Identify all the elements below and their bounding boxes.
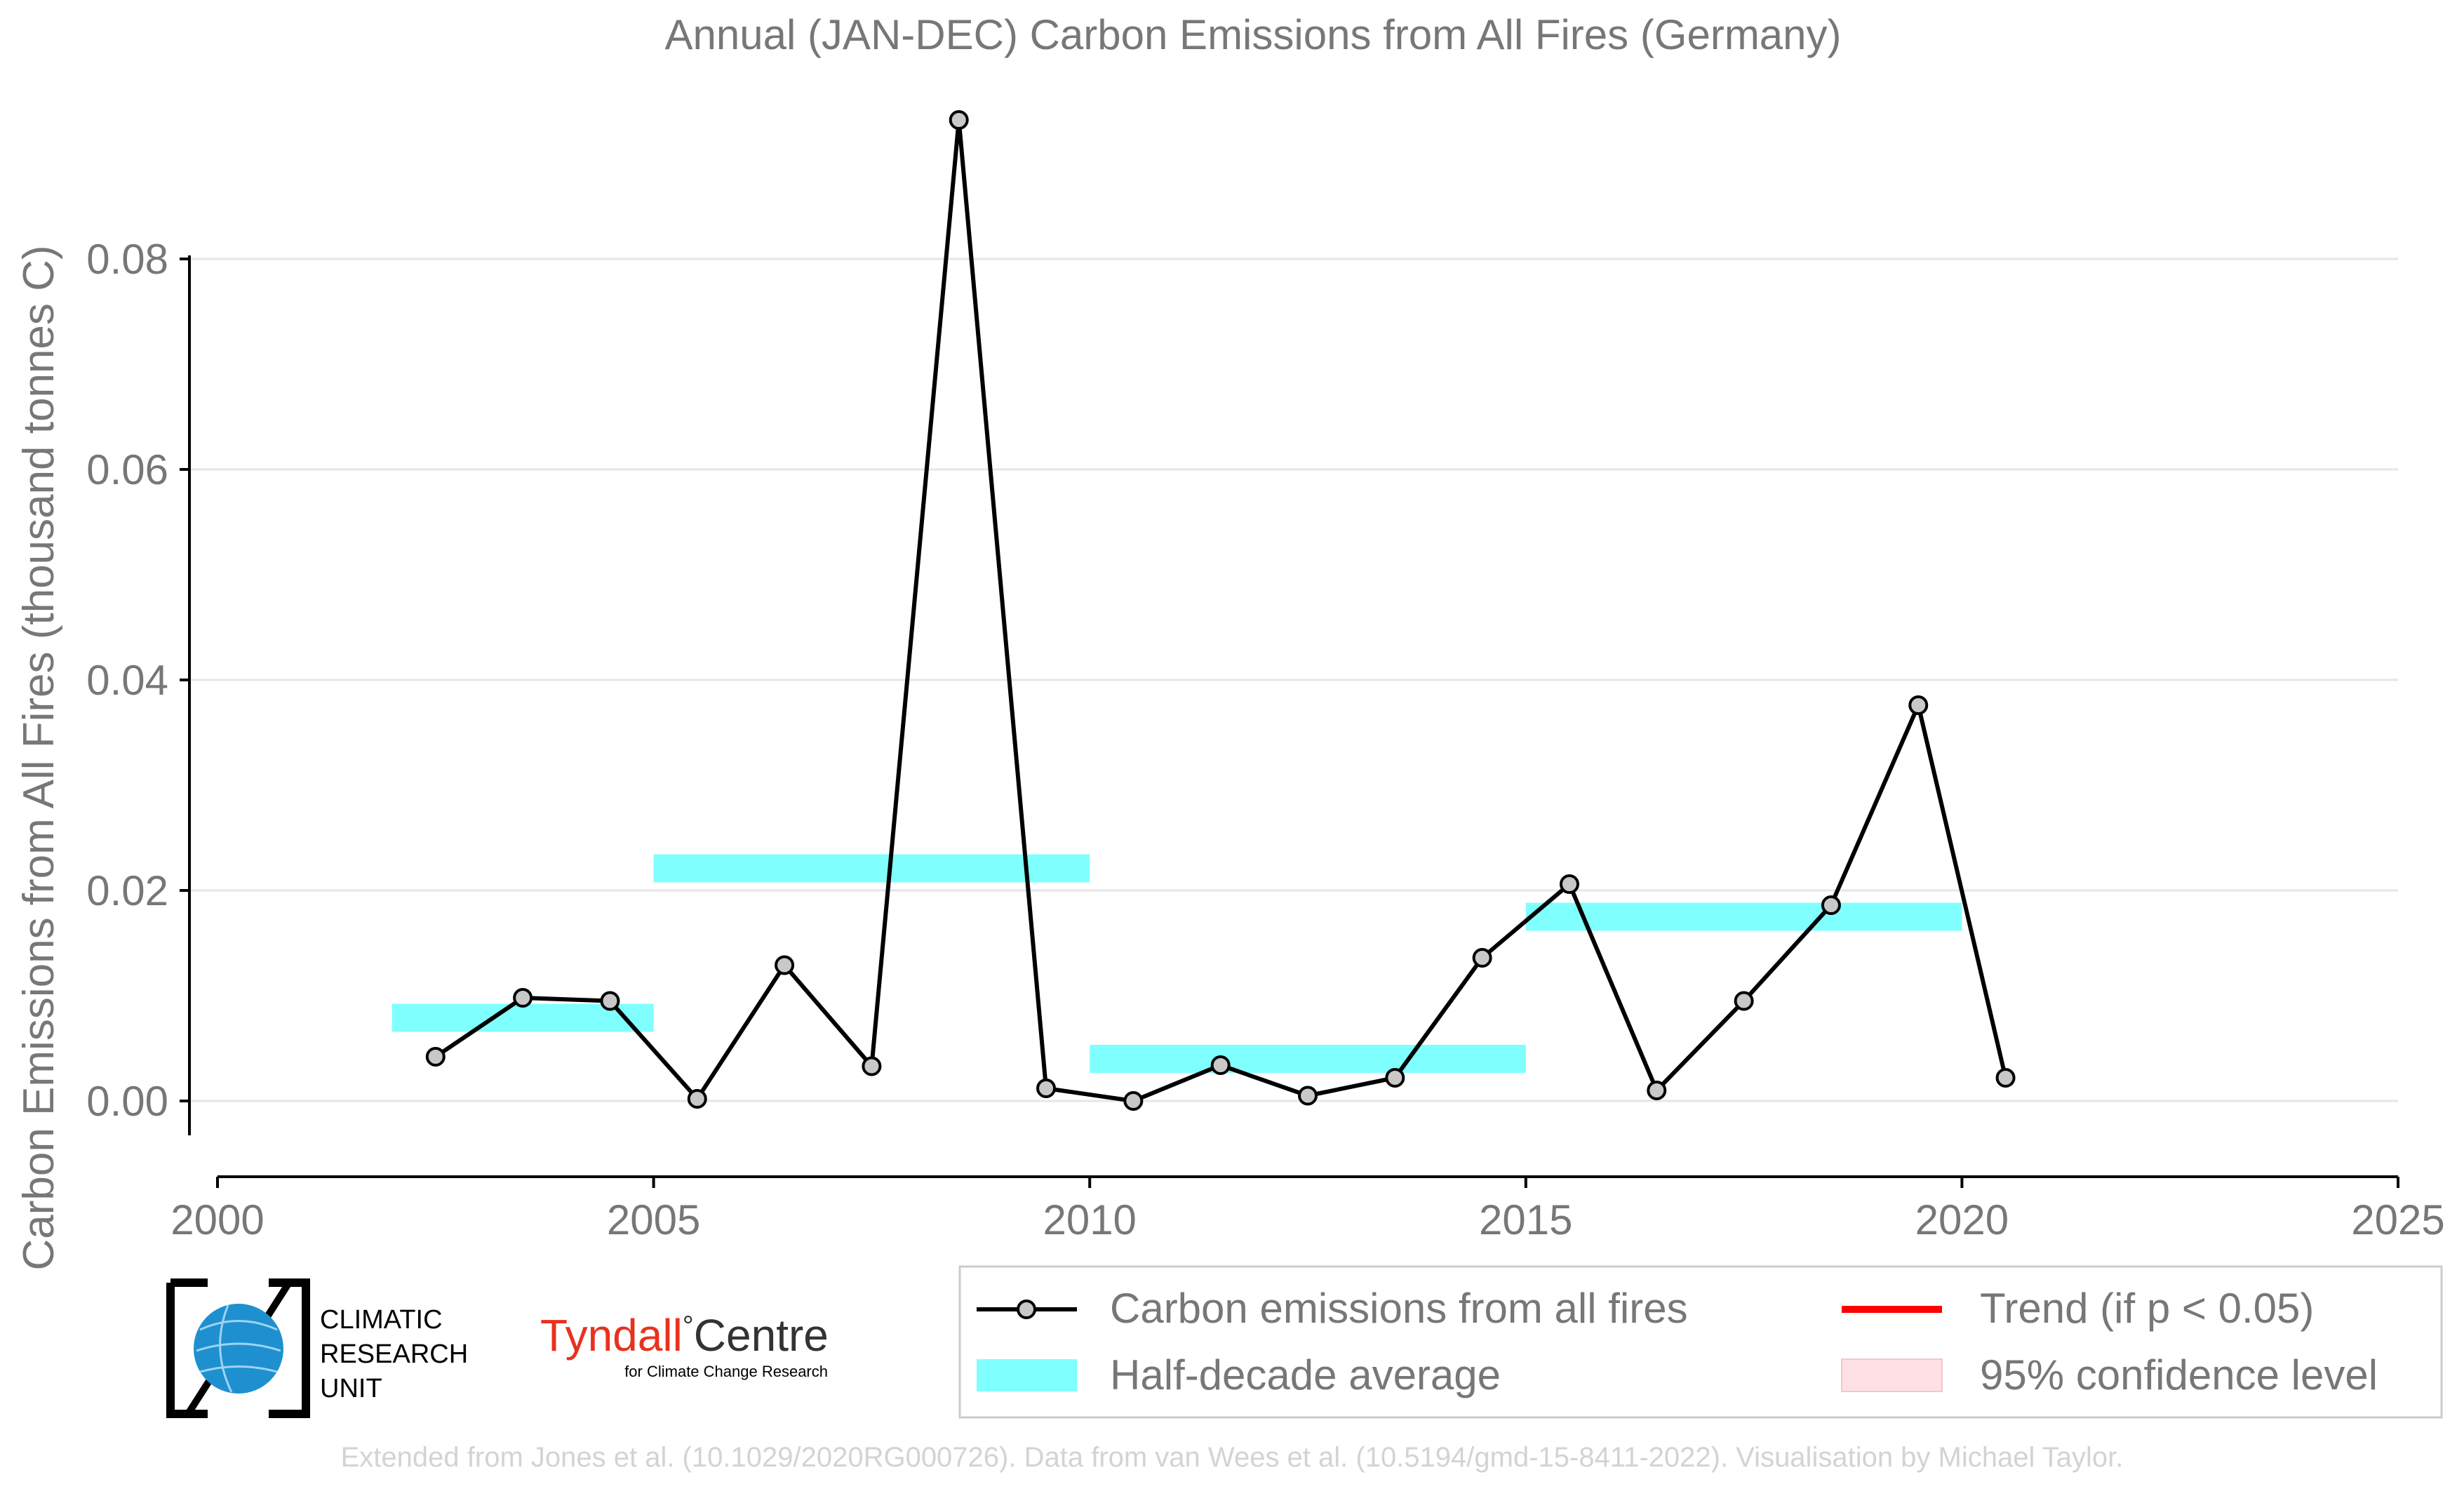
chart-title: Annual (JAN-DEC) Carbon Emissions from A… xyxy=(664,11,1841,58)
x-tick-label-0: 2000 xyxy=(170,1196,264,1243)
cru-line-1: CLIMATIC xyxy=(320,1305,443,1335)
x-tick-label-1: 2005 xyxy=(607,1196,700,1243)
emissions-point-2006.5 xyxy=(775,955,795,975)
y-axis-label: Carbon Emissions from All Fires (thousan… xyxy=(15,245,63,1270)
emissions-point-2009.5 xyxy=(1036,1078,1057,1098)
emissions-point-2017.5 xyxy=(1734,991,1754,1011)
x-tick-label-5: 2025 xyxy=(2351,1196,2444,1243)
tyndall-subtitle: for Climate Change Research xyxy=(624,1363,828,1380)
emissions-point-2018.5 xyxy=(1821,895,1841,915)
tyndall-degree: ° xyxy=(683,1311,694,1342)
emissions-point-2019.5 xyxy=(1908,695,1929,715)
emissions-point-2008.5 xyxy=(949,110,969,130)
y-tick-label-1: 0.02 xyxy=(86,867,168,914)
emissions-point-2020.5 xyxy=(1995,1068,2016,1088)
tyndall-logo: Tyndall°Centre for Climate Change Resear… xyxy=(540,1310,829,1380)
y-tick-label-0: 0.00 xyxy=(86,1078,168,1125)
emissions-point-2015.5 xyxy=(1559,874,1579,894)
half-decade-bar-1 xyxy=(653,854,1090,883)
legend-label-halfdecade: Half-decade average xyxy=(1110,1351,1501,1398)
emissions-point-2013.5 xyxy=(1385,1068,1405,1088)
emissions-point-2010.5 xyxy=(1123,1091,1144,1111)
emissions-point-2003.5 xyxy=(513,988,533,1008)
emissions-point-2012.5 xyxy=(1298,1086,1318,1106)
emissions-point-2016.5 xyxy=(1647,1081,1667,1100)
svg-text:Tyndall°Centre: Tyndall°Centre xyxy=(540,1310,829,1361)
cru-logo: CLIMATIC RESEARCH UNIT xyxy=(166,1278,468,1418)
cru-line-3: UNIT xyxy=(320,1374,382,1403)
emissions-point-2004.5 xyxy=(600,991,620,1011)
emissions-point-2011.5 xyxy=(1210,1055,1231,1075)
tyndall-centre: Centre xyxy=(694,1310,829,1361)
half-decade-bar-3 xyxy=(1525,902,1962,931)
emissions-series xyxy=(425,110,2016,1111)
gridlines xyxy=(189,258,2398,1102)
legend-halfdecade-swatch xyxy=(977,1359,1077,1391)
legend-marker-swatch xyxy=(1017,1300,1036,1319)
x-tick-label-3: 2015 xyxy=(1479,1196,1572,1243)
legend-label-emissions: Carbon emissions from all fires xyxy=(1110,1285,1688,1332)
half-decade-bar-2 xyxy=(1090,1045,1526,1073)
x-tick-label-4: 2020 xyxy=(1915,1196,2009,1243)
legend-box xyxy=(958,1265,2443,1419)
y-tick-label-4: 0.08 xyxy=(86,236,168,283)
x-ticks: 2000 2005 2010 2015 2020 2025 xyxy=(170,1177,2445,1243)
globe-icon xyxy=(194,1304,283,1394)
footer-credits: Extended from Jones et al. (10.1029/2020… xyxy=(341,1442,2124,1473)
tyndall-name: Tyndall xyxy=(540,1310,683,1361)
half-decade-bars xyxy=(391,854,1962,1073)
y-tick-label-3: 0.06 xyxy=(86,446,168,493)
emissions-point-2002.5 xyxy=(425,1047,446,1067)
legend: Carbon emissions from all fires Trend (i… xyxy=(958,1265,2443,1419)
emissions-point-2007.5 xyxy=(862,1056,882,1076)
x-tick-label-2: 2010 xyxy=(1043,1196,1136,1243)
cru-line-2: RESEARCH xyxy=(320,1340,468,1369)
y-ticks: 0.00 0.02 0.04 0.06 0.08 xyxy=(86,236,189,1125)
legend-ci-swatch xyxy=(1841,1358,1943,1392)
axes xyxy=(188,255,2398,1178)
emissions-line xyxy=(434,118,2008,1103)
emissions-point-2014.5 xyxy=(1472,948,1492,968)
legend-label-ci: 95% confidence level xyxy=(1980,1351,2378,1398)
y-tick-label-2: 0.04 xyxy=(86,657,168,704)
emissions-point-2005.5 xyxy=(687,1089,707,1109)
legend-label-trend: Trend (if p < 0.05) xyxy=(1980,1285,2314,1332)
